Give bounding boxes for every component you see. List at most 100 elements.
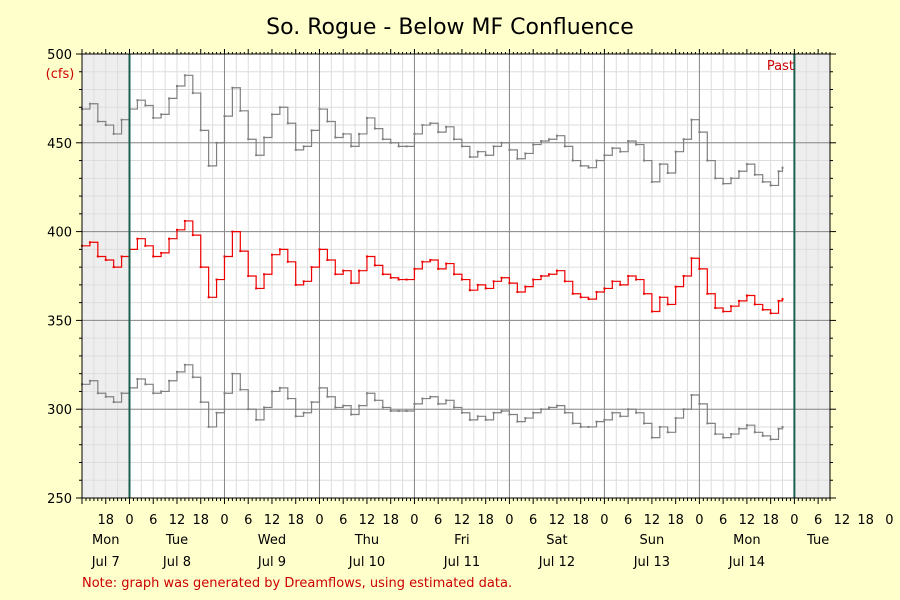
x-tick-label: 0	[125, 513, 133, 528]
data-point-lower	[690, 393, 693, 396]
day-name-label: Mon	[733, 533, 760, 548]
data-point-lower	[168, 379, 171, 382]
date-label: Jul 13	[633, 555, 670, 570]
x-tick-label: 0	[885, 513, 893, 528]
data-point-upper	[263, 136, 266, 139]
data-point-lower	[255, 418, 258, 421]
data-point-lower	[555, 404, 558, 407]
data-point-estimate	[563, 280, 566, 283]
data-point-estimate	[310, 266, 313, 269]
data-point-lower	[500, 409, 503, 412]
data-point-estimate	[223, 255, 226, 258]
date-label: Jul 8	[162, 555, 191, 570]
data-point-estimate	[682, 275, 685, 277]
data-point-upper	[603, 154, 606, 157]
data-point-estimate	[255, 287, 258, 290]
data-point-upper	[365, 116, 368, 119]
data-point-upper	[104, 124, 107, 127]
x-tick-label: 12	[834, 513, 851, 528]
data-point-lower	[326, 395, 329, 398]
day-name-label: Sun	[640, 533, 665, 548]
data-point-lower	[753, 431, 756, 434]
data-point-lower	[453, 406, 456, 409]
y-tick-label: 450	[47, 137, 72, 152]
data-point-upper	[334, 136, 337, 139]
data-point-lower	[548, 406, 551, 409]
data-point-estimate	[152, 255, 155, 258]
data-point-estimate	[445, 262, 448, 265]
data-point-lower	[104, 395, 107, 398]
x-tick-label: 18	[667, 513, 684, 528]
data-point-upper	[468, 156, 471, 159]
data-point-upper	[199, 129, 202, 132]
data-point-upper	[342, 132, 345, 135]
data-point-lower	[413, 402, 416, 405]
data-point-lower	[642, 422, 645, 425]
data-point-estimate	[191, 234, 194, 237]
data-point-lower	[270, 390, 273, 393]
data-point-upper	[690, 118, 693, 121]
data-point-lower	[571, 422, 574, 425]
data-point-estimate	[215, 278, 218, 281]
x-tick-label: 0	[315, 513, 323, 528]
data-point-estimate	[706, 292, 709, 295]
data-point-upper	[571, 159, 574, 162]
data-point-estimate	[532, 278, 535, 281]
series-line-estimate	[82, 220, 784, 314]
date-label: Jul 7	[91, 555, 120, 570]
data-point-estimate	[365, 255, 368, 258]
x-tick-label: 18	[382, 513, 399, 528]
data-point-estimate	[690, 257, 693, 260]
data-point-lower	[603, 418, 606, 421]
data-point-estimate	[120, 255, 123, 258]
data-point-upper	[445, 125, 448, 128]
data-point-lower	[160, 390, 163, 393]
data-point-estimate	[635, 278, 638, 281]
data-point-upper	[429, 122, 432, 125]
x-tick-label: 18	[287, 513, 304, 528]
data-point-upper	[247, 138, 250, 141]
x-tick-label: 12	[359, 513, 376, 528]
data-point-estimate	[492, 280, 495, 283]
data-point-upper	[722, 182, 725, 185]
data-point-lower	[650, 436, 653, 439]
data-point-upper	[207, 164, 210, 167]
data-point-estimate	[516, 290, 519, 293]
data-point-estimate	[603, 287, 606, 290]
data-point-upper	[476, 150, 479, 153]
data-point-upper	[548, 138, 551, 141]
x-tick-label: 18	[97, 513, 114, 528]
data-point-estimate	[278, 248, 281, 251]
data-point-upper	[540, 140, 543, 143]
data-point-estimate	[781, 298, 784, 301]
data-point-estimate	[199, 266, 202, 269]
data-point-upper	[278, 106, 281, 109]
data-point-lower	[476, 415, 479, 418]
data-point-lower	[96, 392, 99, 395]
data-point-estimate	[571, 292, 574, 295]
data-point-upper	[175, 84, 178, 87]
data-point-lower	[698, 402, 701, 405]
data-point-estimate	[160, 251, 163, 254]
data-point-lower	[215, 411, 218, 414]
x-tick-label: 18	[477, 513, 494, 528]
y-tick-label: 500	[47, 48, 72, 63]
y-tick-label: 250	[47, 492, 72, 507]
data-point-lower	[611, 411, 614, 414]
data-point-estimate	[650, 310, 653, 313]
data-point-lower	[239, 388, 242, 391]
data-point-estimate	[753, 303, 756, 306]
data-point-upper	[183, 74, 186, 77]
data-point-lower	[207, 425, 210, 428]
day-name-label: Wed	[258, 533, 286, 548]
data-point-lower	[468, 418, 471, 421]
data-point-estimate	[88, 241, 91, 244]
data-point-lower	[635, 411, 638, 414]
data-point-estimate	[270, 253, 273, 256]
data-point-upper	[666, 171, 669, 174]
data-point-lower	[175, 370, 178, 373]
data-point-upper	[270, 113, 273, 116]
x-tick-label: 6	[624, 513, 632, 528]
data-point-lower	[484, 418, 487, 421]
data-point-estimate	[476, 283, 479, 286]
